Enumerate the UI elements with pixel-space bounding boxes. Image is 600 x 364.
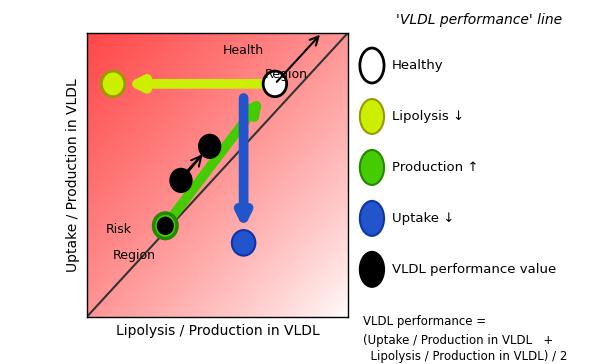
Text: VLDL performance =: VLDL performance = [363, 315, 486, 328]
Text: Risk: Risk [105, 223, 131, 236]
Y-axis label: Uptake / Production in VLDL: Uptake / Production in VLDL [66, 78, 80, 272]
Text: Lipolysis / Production in VLDL) / 2: Lipolysis / Production in VLDL) / 2 [363, 350, 568, 363]
Text: Healthy: Healthy [392, 59, 444, 72]
Circle shape [101, 71, 125, 96]
Text: Health: Health [223, 44, 264, 57]
Text: Lipolysis ↓: Lipolysis ↓ [392, 110, 464, 123]
Text: Production ↑: Production ↑ [392, 161, 479, 174]
X-axis label: Lipolysis / Production in VLDL: Lipolysis / Production in VLDL [116, 324, 319, 338]
Circle shape [360, 201, 384, 236]
Circle shape [157, 217, 173, 234]
Circle shape [360, 99, 384, 134]
Text: 'VLDL performance' line: 'VLDL performance' line [396, 13, 562, 27]
Circle shape [263, 71, 287, 96]
Text: VLDL performance value: VLDL performance value [392, 263, 556, 276]
Text: Region: Region [113, 249, 156, 262]
Text: Uptake ↓: Uptake ↓ [392, 212, 454, 225]
Circle shape [360, 150, 384, 185]
Circle shape [154, 213, 177, 239]
Circle shape [360, 48, 384, 83]
Text: Region: Region [265, 68, 307, 81]
Circle shape [232, 230, 256, 256]
Circle shape [170, 169, 192, 192]
Text: (Uptake / Production in VLDL   +: (Uptake / Production in VLDL + [363, 334, 553, 347]
Circle shape [360, 252, 384, 287]
Circle shape [199, 134, 221, 158]
